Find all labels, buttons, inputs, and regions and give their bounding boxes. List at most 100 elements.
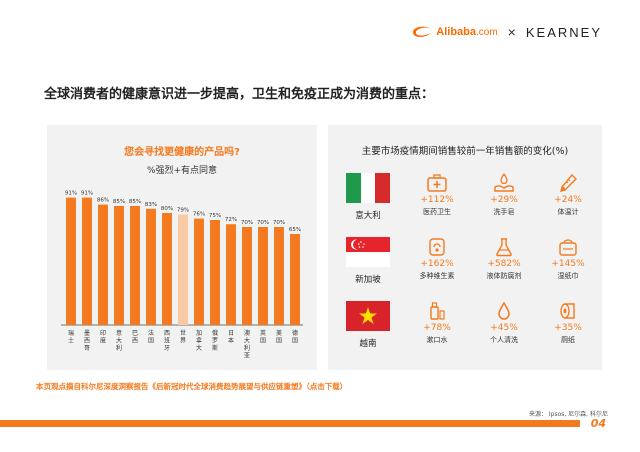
healthy-products-chart-panel: 您会寻找更健康的产品吗? %强烈+有点同意 91% 瑞士 91% 墨西哥 86% 印度 85… xyxy=(47,125,317,370)
x-tick-label: 墨西哥 xyxy=(84,330,90,352)
x-tick-label: 德国 xyxy=(292,329,298,345)
italy-flag-icon xyxy=(346,173,390,203)
bar xyxy=(146,208,156,325)
x-tick-label: 加拿大 xyxy=(196,329,202,352)
bar xyxy=(258,227,268,325)
vietnam-flag-icon xyxy=(346,301,390,331)
metric-value: +145% xyxy=(551,259,585,269)
metric-label: 漱口水 xyxy=(426,336,448,344)
x-tick-label: 世界 xyxy=(180,329,186,345)
x-tick-label: 法国 xyxy=(148,329,154,345)
chart-title: 您会寻找更健康的产品吗? xyxy=(124,147,240,158)
first-aid-kit-icon xyxy=(427,174,447,192)
sales-change-title: 主要市场疫情期间销售较前一年销售额的变化(%) xyxy=(361,146,569,157)
metric-value: +582% xyxy=(487,259,521,269)
bar xyxy=(82,197,92,325)
mouthwash-icon xyxy=(430,302,445,320)
bar xyxy=(210,220,220,325)
metric-thermometer: +24% 体温计 xyxy=(538,173,598,217)
country-name: 意大利 xyxy=(355,211,381,221)
metric-label: 厕纸 xyxy=(561,336,575,344)
metric-label: 液体防腐剂 xyxy=(486,272,522,280)
bar xyxy=(242,227,252,325)
report-download-link[interactable]: 本页观点摘自科尔尼深度洞察报告《后新冠时代全球消费趋势展望与供应链重塑》（点击下… xyxy=(36,382,348,391)
metric-multivitamins: +162% 多种维生素 xyxy=(407,237,467,281)
bar-value-label: 70% xyxy=(257,220,269,226)
bar-value-label: 70% xyxy=(241,220,253,226)
bar-value-label: 79% xyxy=(177,207,189,213)
bar xyxy=(226,224,236,325)
bar xyxy=(274,227,284,325)
wipes-icon xyxy=(559,239,577,256)
x-tick-label: 瑞士 xyxy=(68,329,74,345)
metric-label: 个人清洗 xyxy=(490,336,518,344)
alibaba-logo: Alibaba.com xyxy=(411,25,498,39)
bar xyxy=(194,218,204,325)
x-tick-label: 日本 xyxy=(228,330,234,345)
logo-separator: × xyxy=(507,24,516,40)
bar xyxy=(162,213,172,325)
x-tick-label: 西班牙 xyxy=(164,330,170,352)
country-row-singapore: 新加坡 +162% 多种维生素 +582% 液体防腐剂 +14 xyxy=(328,237,602,297)
metric-value: +29% xyxy=(490,195,518,205)
hand-wash-icon xyxy=(494,173,514,192)
metric-label: 多种维生素 xyxy=(419,272,455,280)
flask-icon xyxy=(496,238,512,257)
header-logos: Alibaba.com × KEARNEY xyxy=(411,24,602,40)
metric-label: 洗手皂 xyxy=(493,208,515,216)
x-tick-label: 俄罗斯 xyxy=(212,329,218,352)
bar-value-label: 70% xyxy=(273,220,285,226)
metric-value: +112% xyxy=(420,195,454,205)
alibaba-wordmark: Alibaba.com xyxy=(436,26,498,38)
bar-value-label: 85% xyxy=(113,199,125,205)
bar-value-label: 91% xyxy=(81,191,93,197)
metric-toilet-paper: +35% 厕纸 xyxy=(538,301,598,345)
x-tick-label: 意大利 xyxy=(116,329,122,352)
metric-wet-wipes: +145% 湿纸巾 xyxy=(538,237,598,281)
metric-label: 医药卫生 xyxy=(423,208,451,216)
page-number: 04 xyxy=(590,417,606,430)
water-drop-icon xyxy=(498,301,510,320)
bar xyxy=(66,197,76,325)
kearney-logo: KEARNEY xyxy=(525,24,602,40)
tissue-roll-icon xyxy=(560,303,575,319)
country-row-vietnam: 越南 +78% 漱口水 +45% 个人清洗 +35% 厕纸 xyxy=(328,301,602,361)
x-tick-label: 澳大利亚 xyxy=(244,329,250,360)
bar-value-label: 91% xyxy=(65,191,77,197)
bar-value-label: 65% xyxy=(289,227,301,233)
bar-value-label: 80% xyxy=(161,206,173,212)
bottom-accent-bar xyxy=(0,420,580,427)
metric-hand-soap: +29% 洗手皂 xyxy=(474,173,534,217)
bar xyxy=(114,206,124,325)
country-name: 越南 xyxy=(359,339,377,349)
bar xyxy=(130,206,140,325)
x-tick-label: 美国 xyxy=(276,329,282,345)
metric-value: +162% xyxy=(420,259,454,269)
metric-value: +24% xyxy=(554,195,582,205)
page-headline: 全球消费者的健康意识进一步提高，卫生和免疫正成为消费的重点： xyxy=(44,87,435,102)
bar-value-label: 86% xyxy=(97,198,109,204)
singapore-flag-icon xyxy=(346,237,390,267)
metric-medical-hygiene: +112% 医药卫生 xyxy=(407,173,467,217)
country-row-italy: 意大利 +112% 医药卫生 +29% 洗手皂 +24% xyxy=(328,173,602,233)
metric-value: +45% xyxy=(490,323,518,333)
metric-liquid-antiseptic: +582% 液体防腐剂 xyxy=(474,237,534,281)
metric-value: +78% xyxy=(423,323,451,333)
bar xyxy=(290,234,300,325)
bar-chart: 91% 瑞士 91% 墨西哥 86% 印度 85% 意大利 85% 巴西 83% 法国 80% 西班牙 79… xyxy=(61,191,303,360)
sales-change-panel: 主要市场疫情期间销售较前一年销售额的变化(%) 意大利 +112% 医药卫生 +… xyxy=(328,125,602,370)
x-tick-label: 巴西 xyxy=(132,330,138,345)
bar-value-label: 75% xyxy=(209,213,221,219)
metric-mouthwash: +78% 漱口水 xyxy=(407,301,467,345)
pill-icon xyxy=(429,238,445,256)
thermometer-icon xyxy=(560,173,577,192)
bar xyxy=(98,204,108,325)
metric-personal-cleansing: +45% 个人清洗 xyxy=(474,301,534,345)
bar-value-label: 83% xyxy=(145,202,157,208)
source-note: 来源： Ipsos, 尼尔森, 科尔尼 xyxy=(528,411,608,418)
x-tick-label: 印度 xyxy=(100,330,106,345)
bar-value-label: 85% xyxy=(129,199,141,205)
country-name: 新加坡 xyxy=(355,275,381,285)
metric-value: +35% xyxy=(554,323,582,333)
metric-label: 湿纸巾 xyxy=(557,272,579,280)
